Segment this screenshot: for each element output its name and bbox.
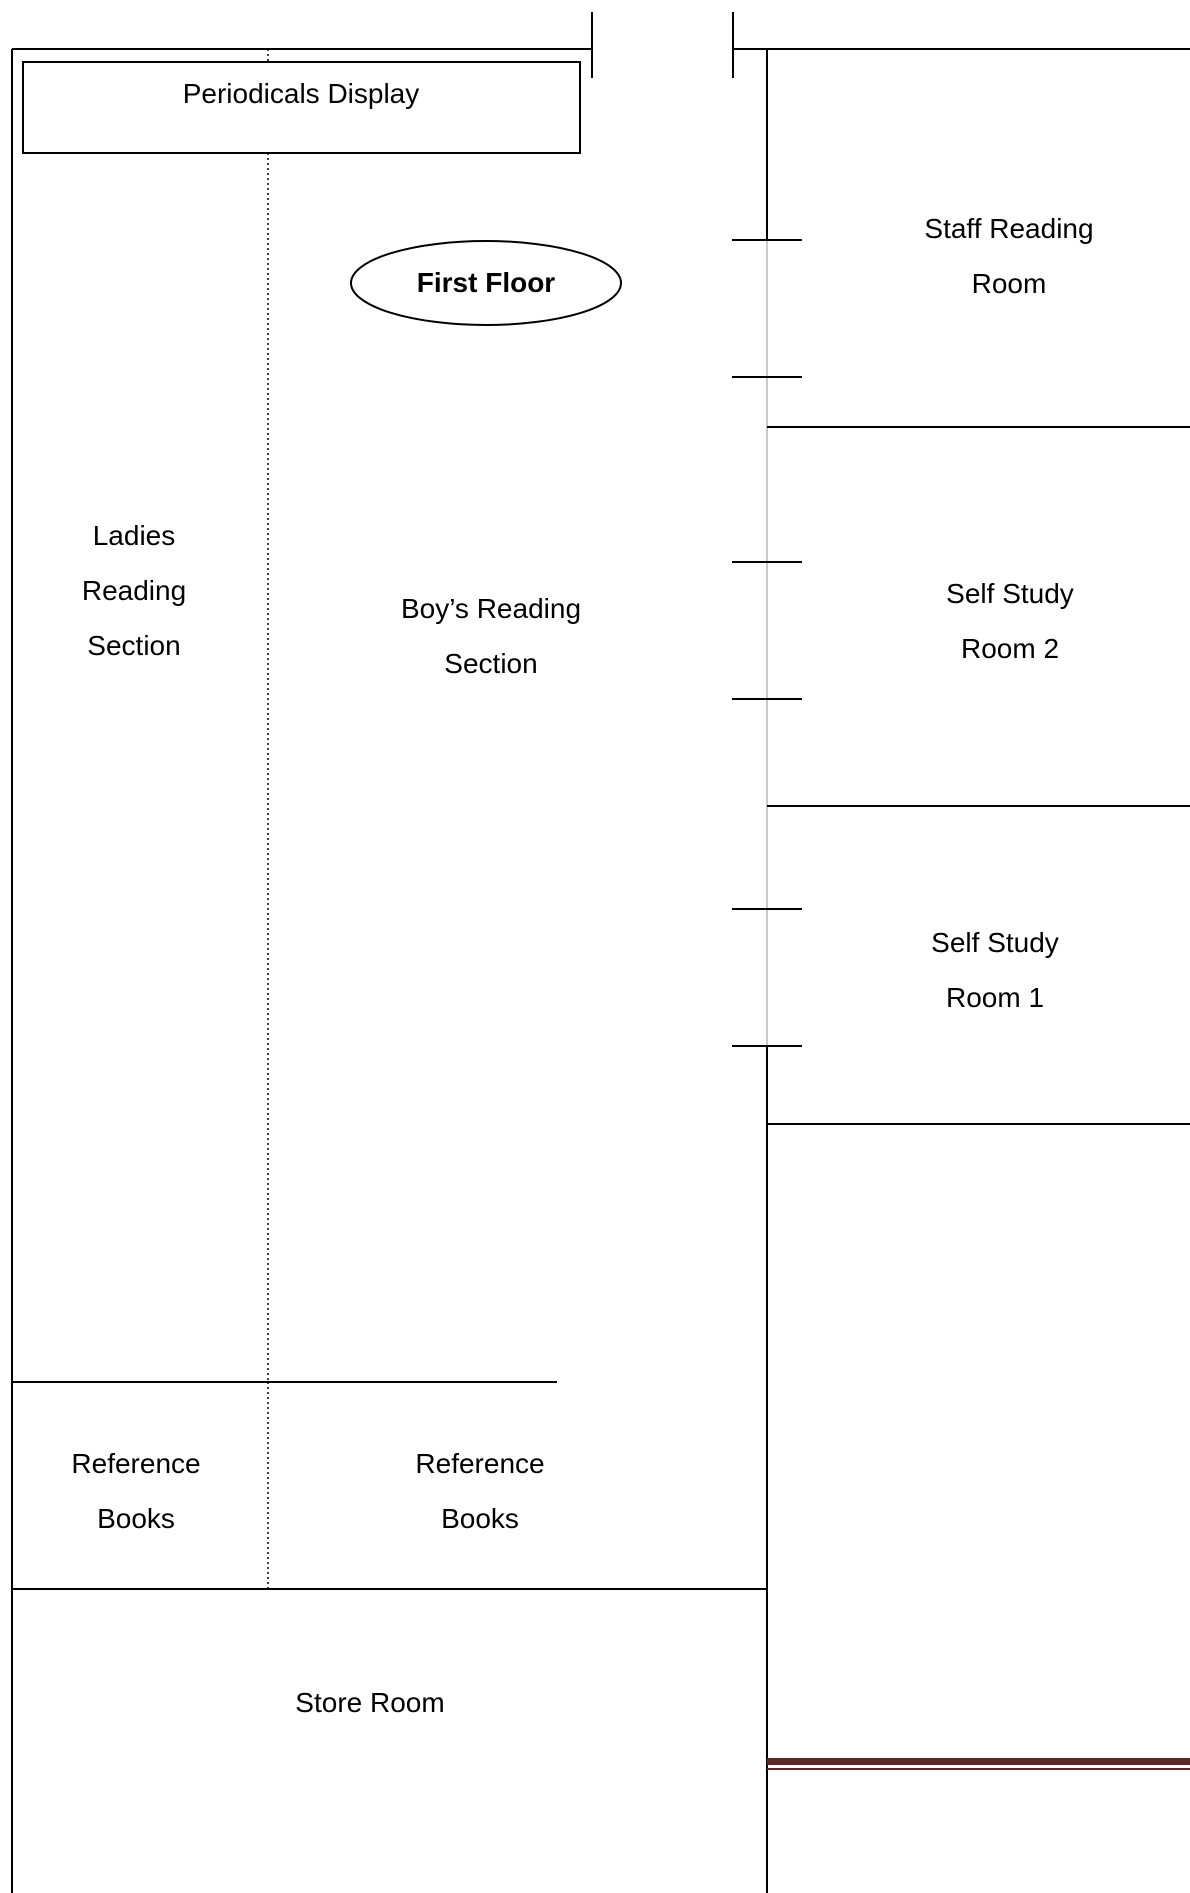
self-study-2-label-line2: Room 2 <box>961 633 1059 664</box>
reference-left-label-line2: Books <box>97 1503 175 1534</box>
boys-reading-label-line1: Boy’s Reading <box>401 593 581 624</box>
reference-left-label-line1: Reference <box>71 1448 200 1479</box>
periodicals-display-label: Periodicals Display <box>183 78 420 109</box>
self-study-1-label-line2: Room 1 <box>946 982 1044 1013</box>
ladies-reading-label-line1: Ladies <box>93 520 176 551</box>
store-room-label: Store Room <box>295 1687 444 1718</box>
self-study-2-label-line1: Self Study <box>946 578 1074 609</box>
accent-wall <box>767 1758 1190 1765</box>
ladies-reading-label-line3: Section <box>87 630 180 661</box>
staff-reading-label-line1: Staff Reading <box>924 213 1093 244</box>
staff-reading-label-line2: Room <box>972 268 1047 299</box>
floor-label: First Floor <box>417 267 556 298</box>
self-study-1-label-line1: Self Study <box>931 927 1059 958</box>
ladies-reading-label-line2: Reading <box>82 575 186 606</box>
reference-right-label-line2: Books <box>441 1503 519 1534</box>
reference-right-label-line1: Reference <box>415 1448 544 1479</box>
periodicals-display-box <box>22 61 581 154</box>
floor-label-ellipse <box>350 240 622 326</box>
boys-reading-label-line2: Section <box>444 648 537 679</box>
